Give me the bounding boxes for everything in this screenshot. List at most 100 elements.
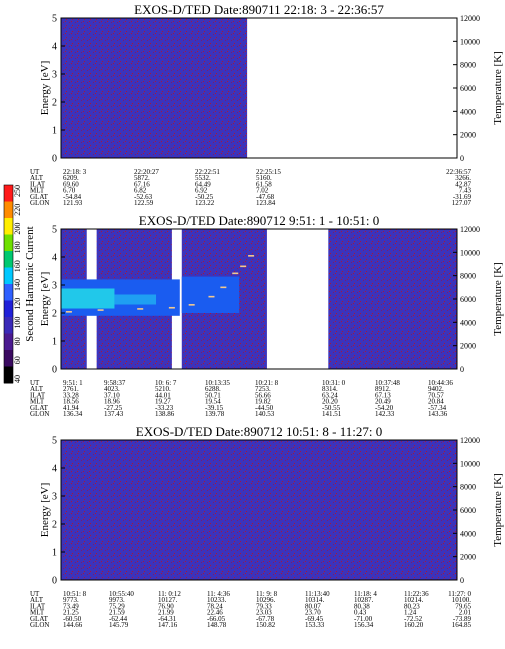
y-axis-label: Energy [eV] xyxy=(39,483,51,537)
panel-title: EXOS-D/TED Date:890711 22:18: 3 - 22:36:… xyxy=(134,2,384,17)
table-cell: 7253. xyxy=(255,385,271,393)
temperature-point xyxy=(97,309,104,311)
table-cell: 79.33 xyxy=(256,602,272,610)
table-cell: 10:13:35 xyxy=(205,379,230,387)
table-cell: 9402. xyxy=(428,385,444,393)
table-cell: 69.60 xyxy=(63,180,79,188)
row-label: ALT xyxy=(30,385,44,393)
temperature-point xyxy=(168,306,175,309)
colorbar-swatch xyxy=(4,251,13,268)
colorbar-tick-label: 60 xyxy=(13,356,22,364)
table-cell: -72.52 xyxy=(404,615,423,623)
table-cell: 10:21: 8 xyxy=(255,379,279,387)
table-cell: 1.24 xyxy=(404,609,417,617)
y-axis-label: Energy [eV] xyxy=(39,61,51,115)
table-cell: 142.33 xyxy=(375,410,395,418)
table-cell: 147.16 xyxy=(158,621,178,629)
data-segment xyxy=(61,440,457,580)
y-right-tick-label: 8000 xyxy=(460,483,476,492)
energy-band-core xyxy=(61,288,115,309)
y-right-tick-label: 12000 xyxy=(460,225,480,234)
table-cell: 5210. xyxy=(155,385,171,393)
table-cell: -57.34 xyxy=(428,404,447,412)
table-cell: -66.05 xyxy=(207,615,226,623)
colorbar-tick-label: 40 xyxy=(13,375,22,383)
table-cell: 19.82 xyxy=(255,398,271,406)
table-cell: 10233. xyxy=(207,596,227,604)
data-segment xyxy=(328,229,457,369)
table-cell: 67.13 xyxy=(375,391,391,399)
table-cell: 11:13:40 xyxy=(305,590,330,598)
table-cell: 23.70 xyxy=(305,609,321,617)
table-cell: 123.84 xyxy=(256,199,276,207)
y-tick-label: 5 xyxy=(52,225,57,236)
table-cell: 9:58:37 xyxy=(104,379,126,387)
colorbar-label: Second Harmonic Current xyxy=(24,226,36,341)
table-cell: 143.36 xyxy=(428,410,448,418)
y-tick-label: 4 xyxy=(52,464,57,475)
table-cell: 136.34 xyxy=(63,410,83,418)
colorbar-swatch xyxy=(4,234,13,252)
row-label: ALT xyxy=(30,174,44,182)
table-cell: 2761. xyxy=(63,385,79,393)
row-label: GLAT xyxy=(30,404,49,412)
table-cell: 0.43 xyxy=(354,609,367,617)
y-right-tick-label: 10000 xyxy=(460,459,480,468)
table-cell: 140.53 xyxy=(255,410,275,418)
y-tick-label: 3 xyxy=(52,492,57,503)
colorbar-swatch xyxy=(4,185,13,202)
table-cell: 10:44:36 xyxy=(428,379,453,387)
table-cell: -64.31 xyxy=(158,615,177,623)
y-right-tick-label: 8000 xyxy=(460,61,476,70)
table-cell: 123.22 xyxy=(195,199,215,207)
table-cell: -52.63 xyxy=(134,193,153,201)
temperature-point xyxy=(248,255,255,257)
y-tick-label: 4 xyxy=(52,253,57,264)
table-cell: 7.43 xyxy=(459,187,472,195)
table-cell: -50.55 xyxy=(322,404,341,412)
table-cell: 80.23 xyxy=(404,602,420,610)
table-cell: 22.46 xyxy=(207,609,223,617)
y-tick-label: 2 xyxy=(52,98,57,109)
table-cell: -50.25 xyxy=(195,193,214,201)
row-label: GLON xyxy=(30,621,49,629)
table-cell: 148.78 xyxy=(207,621,227,629)
table-cell: 63.24 xyxy=(322,391,338,399)
panel-title: EXOS-D/TED Date:890712 9:51: 1 - 10:51: … xyxy=(139,213,379,228)
data-segment xyxy=(61,18,248,158)
table-cell: 137.43 xyxy=(104,410,124,418)
table-cell: -69.45 xyxy=(305,615,324,623)
table-cell: 141.51 xyxy=(322,410,342,418)
row-label: UT xyxy=(30,590,40,598)
y-right-tick-label: 2000 xyxy=(460,342,476,351)
table-cell: 21.25 xyxy=(63,609,79,617)
table-cell: 78.24 xyxy=(207,602,223,610)
row-label: GLON xyxy=(30,410,49,418)
y-right-tick-label: 0 xyxy=(460,365,464,374)
panel-1: EXOS-D/TED Date:890711 22:18: 3 - 22:36:… xyxy=(30,2,504,207)
table-cell: 20.49 xyxy=(375,398,391,406)
y-right-tick-label: 0 xyxy=(460,576,464,585)
colorbar-tick-label: 140 xyxy=(13,279,22,291)
table-cell: 156.34 xyxy=(354,621,374,629)
table-cell: -67.78 xyxy=(256,615,275,623)
colorbar-swatch xyxy=(4,366,13,384)
table-cell: 22:36:57 xyxy=(446,168,471,176)
table-cell: 44.01 xyxy=(155,391,171,399)
colorbar-swatch xyxy=(4,201,13,219)
y-right-tick-label: 2000 xyxy=(460,553,476,562)
colorbar-tick-label: 250 xyxy=(13,185,22,197)
panels-layer: EXOS-D/TED Date:890711 22:18: 3 - 22:36:… xyxy=(30,2,504,629)
table-cell: 33.28 xyxy=(63,391,79,399)
table-cell: 9973. xyxy=(109,596,125,604)
table-cell: 9773. xyxy=(63,596,79,604)
table-cell: -71.00 xyxy=(354,615,373,623)
table-cell: 10127. xyxy=(158,596,178,604)
table-cell: -54.84 xyxy=(63,193,82,201)
colorbar-tick-label: 220 xyxy=(13,204,22,216)
colorbar-swatch xyxy=(4,284,13,301)
table-cell: -44.50 xyxy=(255,404,274,412)
table-cell: -47.68 xyxy=(256,193,275,201)
table-cell: 76.90 xyxy=(158,602,174,610)
